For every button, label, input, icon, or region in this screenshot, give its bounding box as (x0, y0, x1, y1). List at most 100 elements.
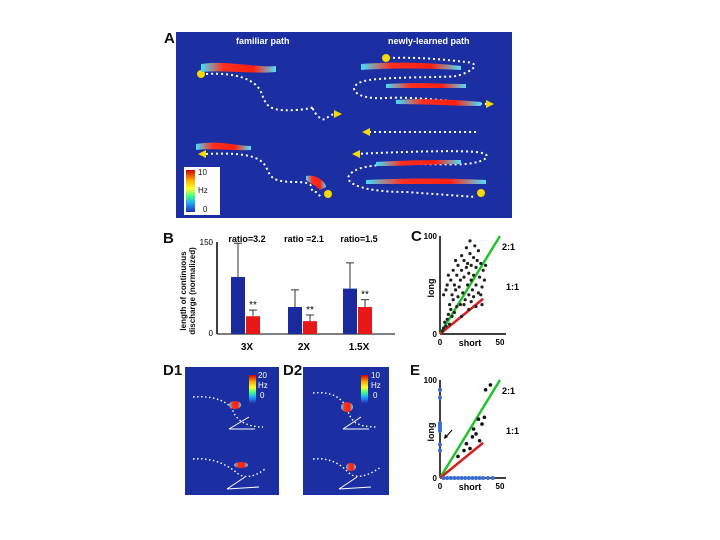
scatter-point (443, 320, 447, 324)
scatter-point (455, 304, 459, 309)
scatter-point-blue (463, 476, 468, 480)
scatter-point (472, 273, 476, 277)
bar-red-1.5X (358, 307, 372, 334)
colorbar-max: 10 (198, 168, 207, 177)
newly-learned-path-title: newly-learned path (388, 36, 470, 46)
scatter-point-blue (438, 428, 442, 433)
start-marker (197, 70, 205, 78)
scatter-point-black (483, 388, 488, 392)
scatter-point-black (474, 432, 478, 436)
scatter-point (462, 275, 466, 279)
panel-b-letter: B (163, 230, 174, 247)
scatter-point-blue (438, 395, 442, 400)
d1-colorbar-unit: Hz (258, 381, 268, 390)
ratio-label: ratio=1.5 (340, 234, 377, 244)
panel-d1-letter: D1 (163, 362, 183, 379)
d2-colorbar-unit: Hz (371, 381, 381, 390)
fit-line-label: 1:1 (506, 282, 519, 292)
scatter-point (463, 298, 467, 302)
scatter-point-black (488, 383, 493, 387)
scatter-point-blue (459, 476, 464, 480)
ytick-label: 100 (424, 376, 438, 385)
fit-line-2-1 (438, 235, 502, 335)
scatter-point (445, 283, 449, 287)
scatter-point (440, 329, 444, 333)
scatter-point-blue (477, 476, 482, 480)
panel-a-letter: A (164, 30, 175, 47)
panel-d2-letter: D2 (283, 362, 303, 379)
panel-e-letter: E (410, 362, 421, 379)
scatter-point (464, 265, 468, 269)
scatter-point (460, 268, 464, 272)
ytick-label: 100 (424, 232, 438, 241)
scatter-point-blue (486, 476, 490, 480)
scatter-point (481, 268, 485, 272)
scatter-point (446, 273, 450, 277)
panel-b-bar-chart: 150 0 3X ratio=3.2 ** 2X ratio =2.1 ** 1.5X rat… (200, 234, 395, 353)
scatter-point (472, 295, 476, 299)
panel-c-scatter: 100 00 50 short long 2:1 1:1 (424, 232, 519, 348)
place-field (306, 175, 326, 190)
scatter-point (469, 300, 473, 304)
scatter-point (469, 278, 473, 282)
scatter-point (479, 261, 483, 266)
scatter-point-blue (448, 476, 453, 480)
scatter-point (467, 271, 471, 275)
scatter-point (476, 291, 480, 295)
scatter-point-blue (456, 476, 460, 480)
scatter-point-blue (452, 476, 457, 480)
bar-red-3X (246, 316, 260, 334)
scatter-point (479, 293, 483, 297)
scatter-point (446, 312, 450, 316)
x-axis-label: short (459, 338, 482, 348)
scatter-point (466, 283, 470, 287)
scatter-point (472, 255, 476, 260)
scatter-point-blue (438, 442, 442, 447)
scatter-point (442, 326, 446, 330)
ytick-150: 150 (200, 238, 214, 247)
scatter-point (456, 295, 460, 299)
d1-colorbar-min: 0 (260, 391, 265, 400)
xtick-label: 0 (438, 482, 443, 491)
scatter-point-blue (466, 476, 471, 480)
scatter-point (470, 288, 474, 292)
y-axis-label: long (426, 279, 436, 298)
scatter-point (460, 314, 464, 318)
scatter-point (468, 252, 472, 256)
colorbar-min: 0 (203, 205, 208, 214)
scatter-point (474, 265, 478, 269)
scatter-point-black (464, 441, 469, 446)
ytick-label: 0 (433, 330, 438, 339)
colorbar (186, 170, 195, 212)
scatter-point-black (456, 454, 460, 459)
scatter-point-blue (441, 476, 446, 480)
scatter-point-black (470, 435, 475, 439)
scatter-point (482, 278, 486, 282)
scatter-point (466, 261, 470, 266)
scatter-point-blue (481, 476, 486, 480)
scatter-point (448, 303, 452, 307)
scatter-point (468, 239, 472, 243)
fit-line-label: 2:1 (502, 242, 515, 252)
scatter-point (458, 303, 462, 307)
fit-line-1-1 (439, 441, 484, 479)
xtick-label: 50 (496, 482, 505, 491)
scatter-point (456, 263, 460, 267)
scatter-point (484, 263, 488, 267)
category-label: 1.5X (349, 342, 370, 353)
new-path-upper (353, 56, 487, 105)
scatter-point (462, 303, 466, 307)
scatter-point (451, 268, 455, 272)
scatter-point-black (480, 422, 484, 426)
scatter-point-black (468, 446, 472, 451)
scatter-point (480, 285, 484, 289)
scatter-point (461, 291, 465, 295)
panel-a-background (176, 32, 512, 218)
familiar-path-title: familiar path (236, 36, 290, 46)
y-axis-label: long (426, 423, 436, 442)
panel-d1-place-field-map (185, 367, 279, 495)
scatter-point-blue (438, 387, 442, 392)
scatter-point (480, 303, 484, 307)
scatter-point-blue (470, 476, 475, 480)
panel-c-letter: C (411, 228, 422, 245)
